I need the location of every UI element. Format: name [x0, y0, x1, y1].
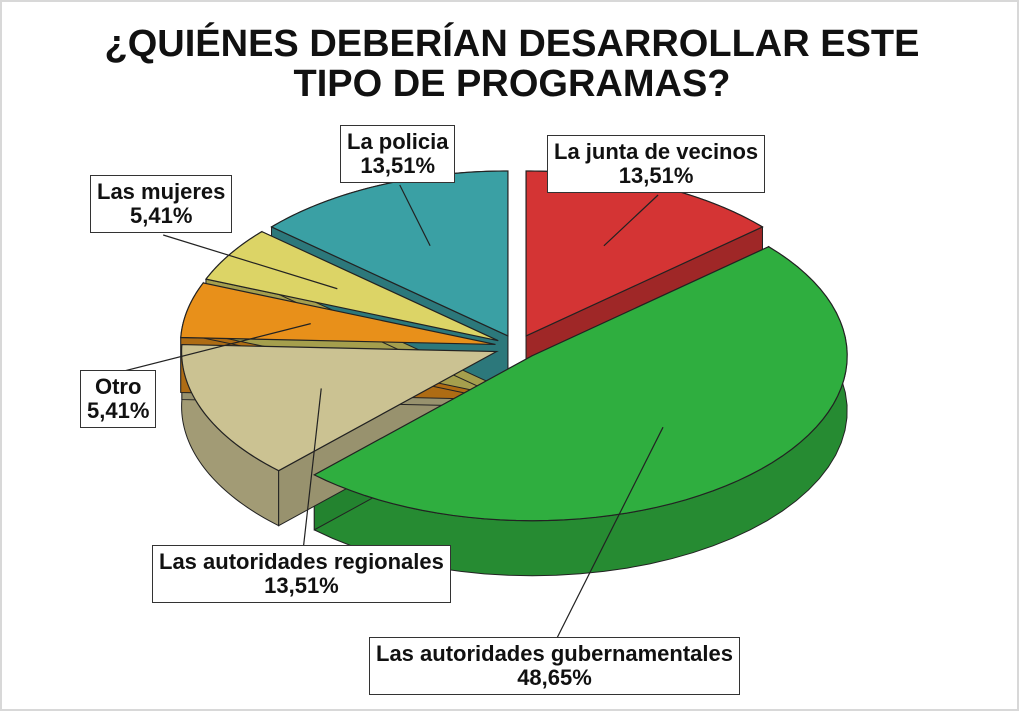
label-value: 5,41% [130, 203, 193, 228]
label-name: La policia [347, 129, 449, 154]
label-value: 13,51% [360, 153, 436, 178]
slice [312, 246, 848, 522]
leader-line [120, 323, 311, 373]
slice [180, 343, 499, 472]
slice [180, 282, 496, 346]
slice [204, 230, 499, 342]
slice [270, 170, 509, 337]
data-label: Otro 5,41% [80, 370, 157, 428]
leader-line [302, 388, 322, 548]
data-label: Las autoridades gubernamentales 48,65% [369, 637, 740, 695]
data-label: Las autoridades regionales 13,51% [152, 545, 451, 603]
data-label: Las mujeres 5,41% [90, 175, 233, 233]
label-value: 13,51% [264, 573, 339, 598]
label-value: 13,51% [618, 163, 694, 188]
label-name: La junta de vecinos [554, 139, 759, 164]
data-label: La policia 13,51% [340, 125, 456, 183]
label-name: Otro [94, 374, 142, 399]
label-value: 5,41% [87, 398, 150, 423]
label-name: Las autoridades regionales [159, 549, 444, 574]
data-label: La junta de vecinos 13,51% [547, 135, 766, 193]
leader-line [603, 194, 659, 247]
label-name: Las autoridades gubernamentales [376, 641, 733, 666]
label-value: 48,65% [517, 665, 592, 690]
chart-title: ¿QUIÉNES DEBERÍAN DESARROLLAR ESTE TIPO … [104, 23, 920, 105]
label-name: Las mujeres [97, 179, 226, 204]
leader-line [163, 234, 338, 290]
leader-line [399, 184, 431, 247]
leader-line [555, 426, 664, 640]
